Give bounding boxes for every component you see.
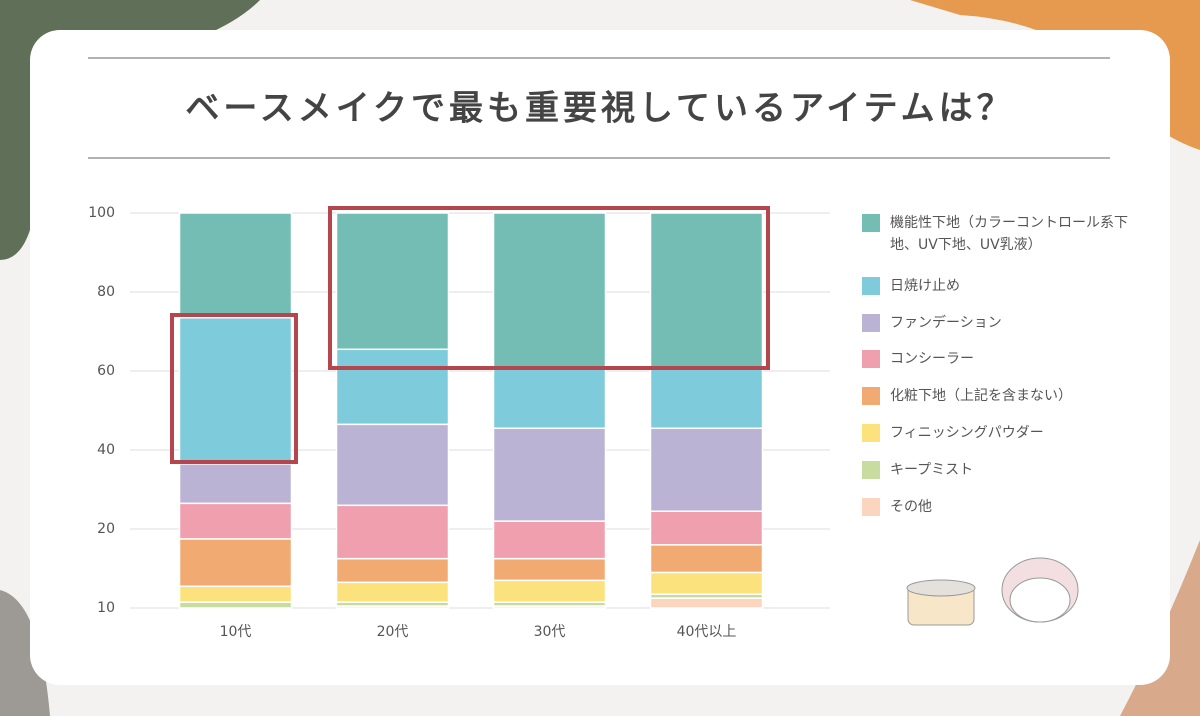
legend-swatch	[862, 387, 880, 405]
x-tick-label: 20代	[377, 624, 409, 640]
bar-segment	[649, 571, 764, 595]
legend-label: 化粧下地（上記を含まない）	[890, 388, 1072, 404]
bar-segment	[335, 504, 450, 560]
bar-segment	[178, 585, 293, 603]
bar-segment	[492, 427, 607, 522]
x-tick-label: 40代以上	[677, 624, 737, 640]
legend-label: フィニッシングパウダー	[890, 425, 1044, 441]
legend-swatch	[862, 314, 880, 332]
highlight	[170, 313, 298, 464]
x-tick-label: 30代	[534, 624, 566, 640]
legend-swatch	[862, 214, 880, 232]
chart-title: ベースメイクで最も重要視しているアイテムは？	[185, 89, 1014, 129]
bar-segment	[178, 502, 293, 540]
legend-swatch	[862, 424, 880, 442]
bar-segment	[649, 597, 764, 609]
bar-segment	[178, 601, 293, 609]
bar-segment	[335, 212, 450, 351]
bar-segment	[649, 366, 764, 430]
bar-segment	[649, 510, 764, 546]
legend-label: その他	[890, 499, 932, 515]
legend-label: 日焼け止め	[890, 278, 960, 294]
bar-segment	[649, 544, 764, 574]
bar-segment	[492, 212, 607, 370]
legend-swatch	[862, 350, 880, 368]
bar-segment	[335, 423, 450, 507]
legend-label: ファンデーション	[890, 315, 1002, 331]
legend-label: キープミスト	[890, 462, 974, 478]
decor	[1120, 540, 1200, 716]
bar-segment	[178, 538, 293, 588]
legend-label: 機能性下地（カラーコントロール系下地、UV下地、UV乳液）	[890, 215, 1128, 253]
decor	[0, 590, 50, 716]
legend-swatch	[862, 498, 880, 516]
bar-segment	[649, 212, 764, 368]
bar-segment	[492, 520, 607, 560]
y-tick-label: 40	[97, 442, 115, 458]
icon	[906, 557, 1079, 626]
y-tick-label: 60	[97, 363, 115, 379]
x-tick-label: 10代	[220, 624, 252, 640]
bar-segment	[492, 579, 607, 603]
y-tick-label: 80	[97, 284, 115, 300]
y-tick-label: 100	[88, 205, 115, 221]
bar-segment	[178, 212, 293, 319]
highlight	[328, 206, 770, 370]
bar-segment	[492, 368, 607, 430]
bar-segment	[178, 463, 293, 505]
bar-segment	[335, 581, 450, 603]
bar-segment	[335, 557, 450, 584]
legend-label: コンシーラー	[890, 351, 974, 367]
legend-swatch	[862, 461, 880, 479]
bar-segment	[492, 557, 607, 582]
y-tick-label: 10	[97, 600, 115, 616]
y-tick-label: 20	[97, 521, 115, 537]
bar-segment	[335, 348, 450, 426]
bar-segment	[649, 427, 764, 512]
bar-segment	[178, 316, 293, 465]
legend-swatch	[862, 277, 880, 295]
